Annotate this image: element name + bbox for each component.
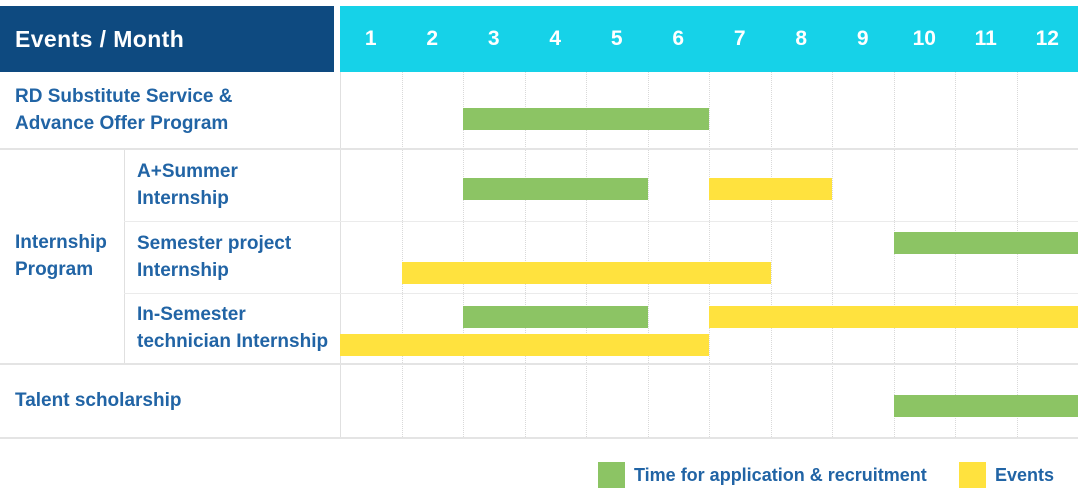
gantt-bar-application — [463, 306, 648, 328]
group-label-line: Internship — [15, 231, 107, 253]
gantt-bar-event — [709, 178, 832, 200]
grid-line — [124, 148, 125, 363]
gantt-bar-application — [463, 108, 709, 130]
row-label-line: In-Semester — [137, 304, 246, 325]
events-month-header-cell: Events / Month — [0, 6, 334, 72]
month-label-5: 5 — [610, 27, 623, 50]
gantt-bar-event — [709, 306, 1078, 328]
grid-line — [340, 72, 341, 437]
month-label-6: 6 — [672, 27, 685, 50]
month-label-2: 2 — [426, 27, 439, 50]
group-label-internship-program: Internship Program — [0, 148, 124, 363]
grid-line — [401, 72, 403, 437]
grid-line — [124, 221, 1078, 222]
row-label-line: Talent scholarship — [15, 389, 182, 411]
row-label-line: A+Summer — [137, 160, 238, 182]
legend-label-application: Time for application & recruitment — [634, 465, 927, 485]
grid-line — [770, 72, 772, 437]
month-label-4: 4 — [549, 27, 562, 50]
month-label-1: 1 — [364, 27, 377, 50]
grid-line — [709, 72, 710, 437]
grid-line — [832, 72, 833, 437]
row-label: Talent scholarship — [0, 363, 340, 437]
legend-label-event: Events — [995, 465, 1055, 485]
grid-line — [463, 72, 464, 437]
grid-line — [893, 72, 895, 437]
row-label-line: Semester project — [137, 233, 292, 254]
month-label-7: 7 — [733, 27, 746, 50]
month-label-11: 11 — [974, 27, 997, 50]
group-label-line: Program — [15, 258, 94, 280]
grid-line — [524, 72, 526, 437]
month-label-8: 8 — [795, 27, 808, 50]
grid-line — [586, 72, 587, 437]
gantt-bar-application — [893, 395, 1078, 417]
grid-line — [1016, 72, 1018, 437]
month-label-10: 10 — [912, 27, 936, 50]
month-label-3: 3 — [487, 27, 500, 50]
header-title: Events / Month — [15, 25, 185, 52]
row-label: RD Substitute Service & Advance Offer Pro… — [0, 72, 340, 148]
month-label-12: 12 — [1035, 27, 1059, 50]
row-label-line: Advance Offer Program — [15, 113, 229, 134]
legend-swatch-application — [598, 462, 625, 488]
row-label: Semester project Internship — [124, 221, 340, 293]
month-label-9: 9 — [856, 27, 869, 50]
gantt-bar-application — [893, 232, 1078, 254]
row-label-line: technician Internship — [137, 331, 329, 352]
gantt-bar-application — [463, 178, 648, 200]
row-label-line: Internship — [137, 187, 229, 209]
month-header-row: 1 2 3 4 5 6 7 8 9 10 11 12 — [340, 6, 1078, 72]
legend-swatch-event — [959, 462, 986, 488]
row-label: In-Semester technician Internship — [124, 293, 340, 363]
grid-line — [0, 437, 1078, 439]
gantt-bar-event — [401, 262, 771, 284]
grid-line — [0, 363, 1078, 365]
grid-line — [124, 293, 1078, 294]
row-label-line: RD Substitute Service & — [15, 86, 233, 107]
grid-line — [647, 72, 649, 437]
grid-line — [955, 72, 956, 437]
grid-line — [0, 148, 1078, 150]
row-label-line: Internship — [137, 260, 229, 281]
row-label: A+Summer Internship — [124, 148, 340, 221]
gantt-bar-event — [340, 334, 709, 356]
